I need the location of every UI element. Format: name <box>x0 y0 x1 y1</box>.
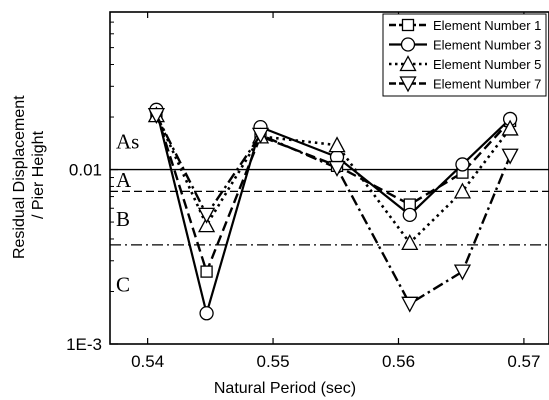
legend-swatch-marker <box>399 76 417 93</box>
legend: Element Number 1 Element Number 3 Element … <box>382 13 547 97</box>
y-tick-label: 0.01 <box>69 161 102 180</box>
series-line <box>155 112 511 273</box>
legend-label: Element Number 5 <box>433 57 541 72</box>
legend-label: Element Number 1 <box>433 18 541 33</box>
data-point <box>199 306 214 321</box>
data-point <box>328 160 346 177</box>
legend-swatch-marker <box>400 37 416 52</box>
zone-label-a: A <box>116 168 132 192</box>
legend-swatch-marker <box>399 55 417 72</box>
y-axis-title-line-2: / Pier Height <box>30 130 47 219</box>
data-point <box>453 182 472 199</box>
y-tick-label: 1E-3 <box>66 335 102 354</box>
y-axis-title: Residual Displacement / Pier Height <box>11 91 47 259</box>
data-point <box>197 207 216 224</box>
zone-label-c: C <box>116 272 130 296</box>
x-tick-label: 0.57 <box>507 352 540 371</box>
data-point <box>251 127 270 144</box>
x-tick-label: 0.55 <box>257 352 290 371</box>
data-point <box>328 136 346 153</box>
zone-labels: As AB C <box>116 129 139 296</box>
zone-label-b: B <box>116 207 130 231</box>
legend-label: Element Number 3 <box>433 38 541 53</box>
data-point <box>501 119 519 136</box>
series-4 <box>147 108 519 313</box>
data-point <box>197 216 216 233</box>
y-axis-title-line-1: Residual Displacement <box>11 95 28 259</box>
data-point <box>147 108 165 125</box>
data-point <box>401 296 419 313</box>
data-point <box>453 264 472 281</box>
x-tick-label: 0.54 <box>131 352 164 371</box>
zone-label-as: As <box>116 129 139 153</box>
data-point <box>402 207 417 222</box>
reference-lines <box>110 168 549 246</box>
legend-label: Element Number 7 <box>433 77 541 92</box>
axis-ticks: 0.54 0.55 0.56 0.57 1E-3 0.01 <box>66 11 540 371</box>
data-point <box>200 265 213 278</box>
x-axis-title: Natural Period (sec) <box>214 380 356 397</box>
data-point <box>501 148 519 165</box>
legend-swatch-marker <box>401 18 415 32</box>
data-point <box>401 233 419 251</box>
x-tick-label: 0.56 <box>382 352 415 371</box>
data-point <box>455 157 470 172</box>
series-layer <box>147 102 519 321</box>
